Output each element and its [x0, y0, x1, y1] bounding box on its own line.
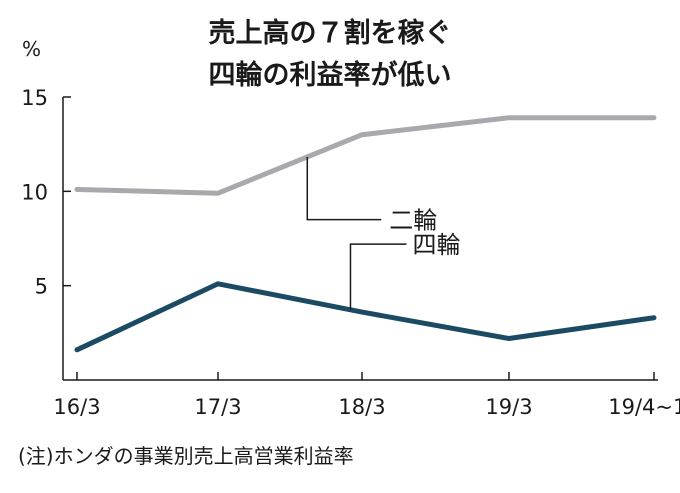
y-tick-label-10: 10 — [21, 180, 48, 204]
series-line-four-wheel — [74, 281, 657, 353]
x-tick-label-3: 19/3 — [485, 395, 532, 419]
callout-leader-two-wheel — [306, 156, 382, 221]
series-label-two-wheel: 二輪 — [389, 207, 437, 235]
x-tick-label-4: 19/4~12 — [608, 395, 680, 419]
callout-leader-four-wheel — [349, 243, 407, 310]
series-line-two-wheel — [74, 115, 657, 196]
y-tick-label-5: 5 — [35, 275, 48, 299]
x-tick-label-0: 16/3 — [53, 395, 100, 419]
y-axis-unit: % — [22, 37, 41, 61]
x-tick-label-2: 18/3 — [338, 395, 385, 419]
chart-note: (注)ホンダの事業別売上高営業利益率 — [18, 444, 354, 468]
chart-title-line-2: 四輪の利益率が低い — [209, 59, 452, 91]
chart-title-line-1: 売上高の７割を稼ぐ — [209, 17, 452, 49]
x-tick-label-1: 17/3 — [194, 395, 241, 419]
series-label-four-wheel: 四輪 — [412, 231, 460, 259]
y-tick-label-15: 15 — [21, 86, 48, 110]
